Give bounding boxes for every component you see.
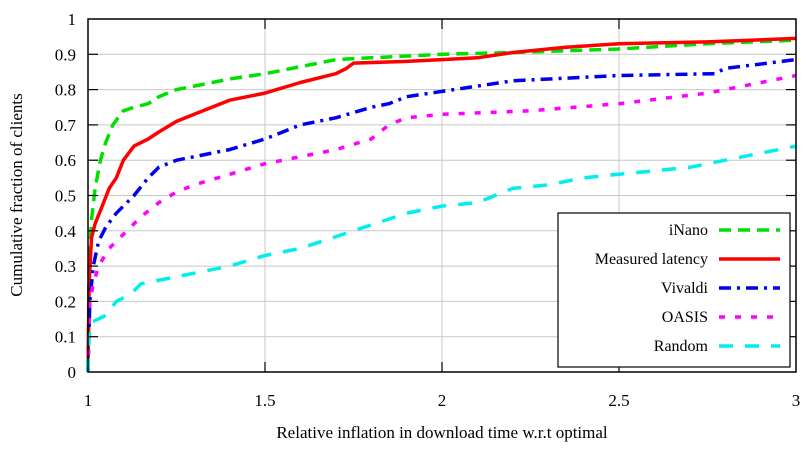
x-tick-label: 1.5 bbox=[254, 391, 275, 410]
x-axis-title: Relative inflation in download time w.r.… bbox=[276, 423, 608, 442]
y-tick-label: 0.7 bbox=[55, 116, 77, 135]
y-tick-label: 0.6 bbox=[55, 151, 76, 170]
y-tick-label: 0.9 bbox=[55, 45, 76, 64]
y-tick-label: 0.8 bbox=[55, 81, 76, 100]
y-tick-label: 0 bbox=[68, 363, 77, 382]
x-tick-label: 2.5 bbox=[608, 391, 629, 410]
series-line-inano bbox=[86, 38, 797, 373]
legend-label: Vivaldi bbox=[661, 280, 709, 297]
legend-label: Random bbox=[654, 338, 709, 355]
legend-label: iNano bbox=[669, 222, 708, 239]
x-tick-label: 2 bbox=[438, 391, 447, 410]
x-tick-label: 3 bbox=[792, 391, 801, 410]
y-tick-label: 0.5 bbox=[55, 187, 76, 206]
x-tick-label: 1 bbox=[84, 391, 93, 410]
y-tick-label: 0.4 bbox=[55, 222, 77, 241]
series-line-vivaldi bbox=[86, 57, 797, 373]
x-tick-labels: 1 1.5 2 2.5 3 bbox=[84, 391, 801, 410]
y-tick-label: 0.1 bbox=[55, 328, 76, 347]
series-group bbox=[86, 36, 797, 373]
y-axis-title: Cumulative fraction of clients bbox=[7, 93, 26, 296]
y-tick-label: 1 bbox=[68, 10, 77, 29]
series-line-oasis bbox=[86, 73, 797, 373]
y-tick-labels: 0 0.1 0.2 0.3 0.4 0.5 0.6 0.7 0.8 0.9 1 bbox=[55, 10, 77, 382]
legend-box bbox=[557, 212, 791, 368]
y-tick-label: 0.3 bbox=[55, 257, 76, 276]
legend-label: OASIS bbox=[662, 309, 708, 326]
series-line-random bbox=[86, 144, 797, 373]
y-tick-label: 0.2 bbox=[55, 292, 76, 311]
legend-label: Measured latency bbox=[595, 251, 708, 268]
legend: iNano Measured latency Vivaldi OASIS Random bbox=[557, 212, 791, 368]
series-line-measured-latency bbox=[86, 36, 797, 373]
